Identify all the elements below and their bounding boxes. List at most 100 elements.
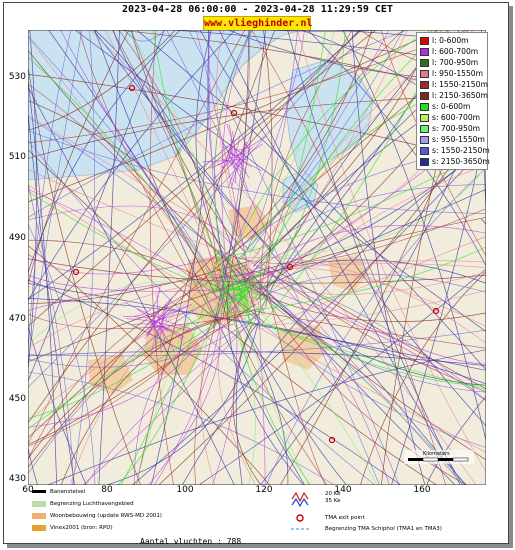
flight-track bbox=[272, 290, 486, 326]
flight-track bbox=[481, 218, 486, 225]
legend-item: l: 0-600m bbox=[420, 36, 469, 45]
bottom-legend-item: Banenstelsel bbox=[50, 489, 86, 495]
flight-track bbox=[236, 277, 244, 314]
flight-track bbox=[230, 30, 335, 292]
flight-track bbox=[28, 446, 38, 485]
flight-track bbox=[155, 316, 167, 353]
flight-track bbox=[214, 295, 248, 302]
bottom-legend-item: Begrenzing TMA Schiphol (TMA1 en TMA3) bbox=[325, 526, 442, 532]
y-tick-label: 530 bbox=[8, 72, 26, 82]
flight-track bbox=[254, 310, 486, 349]
flight-track bbox=[28, 223, 96, 485]
legend-item: s: 600-700m bbox=[420, 113, 480, 122]
flight-track bbox=[258, 30, 404, 298]
flight-track bbox=[28, 56, 231, 311]
flight-track bbox=[210, 284, 270, 299]
flight-track bbox=[252, 165, 486, 308]
flight-track-map[interactable]: Kilometers bbox=[28, 30, 486, 485]
legend-item: s: 2150-3650m bbox=[420, 157, 490, 166]
scale-bar: Kilometers bbox=[404, 450, 474, 464]
flight-track bbox=[28, 292, 236, 423]
y-tick-label: 450 bbox=[8, 394, 26, 404]
flight-track bbox=[28, 30, 83, 365]
flight-track bbox=[28, 184, 486, 453]
bottom-legend-item: 35 Ke bbox=[325, 498, 341, 504]
flight-track bbox=[226, 124, 248, 174]
flight-track bbox=[28, 30, 440, 203]
flight-track bbox=[233, 275, 310, 485]
legend-item: l: 700-950m bbox=[420, 58, 478, 67]
flight-track bbox=[214, 30, 305, 293]
flight-track bbox=[148, 312, 221, 485]
flight-track bbox=[240, 270, 262, 307]
flight-track bbox=[360, 271, 486, 485]
flight-track bbox=[230, 279, 255, 319]
flight-track bbox=[266, 269, 486, 393]
flight-track bbox=[258, 302, 266, 485]
flight-track bbox=[241, 256, 486, 365]
flight-track bbox=[28, 30, 130, 287]
flight-track bbox=[225, 257, 246, 314]
flight-track bbox=[221, 264, 390, 485]
flight-track bbox=[230, 130, 236, 166]
flight-track bbox=[28, 130, 486, 214]
tma-exit-point bbox=[432, 307, 440, 315]
flight-track bbox=[254, 165, 486, 258]
legend-swatch bbox=[420, 147, 429, 155]
legend-item: s: 700-950m bbox=[420, 124, 480, 133]
flight-track bbox=[149, 309, 195, 323]
flight-track bbox=[134, 306, 161, 318]
legend-item: s: 950-1550m bbox=[420, 135, 485, 144]
flight-track bbox=[28, 371, 335, 485]
y-tick-label: 470 bbox=[8, 314, 26, 324]
altitude-legend: l: 0-600m l: 600-700m l: 700-950m l: 950-15… bbox=[416, 32, 490, 170]
flight-track bbox=[28, 277, 262, 447]
flight-track bbox=[149, 30, 174, 485]
legend-item: l: 2150-3650m bbox=[420, 91, 488, 100]
flight-track bbox=[98, 30, 120, 485]
flight-track bbox=[28, 149, 438, 485]
vinex-swatch bbox=[32, 525, 46, 531]
legend-item: s: 0-600m bbox=[420, 102, 470, 111]
flight-track bbox=[268, 30, 326, 259]
flight-track bbox=[28, 86, 235, 485]
legend-swatch bbox=[420, 103, 429, 111]
x-tick-label: 120 bbox=[255, 485, 273, 495]
flight-track bbox=[89, 30, 477, 485]
flight-track bbox=[152, 30, 254, 326]
flight-track bbox=[229, 260, 486, 271]
airport-boundary-swatch bbox=[32, 501, 46, 507]
x-tick-label: 60 bbox=[22, 485, 34, 495]
flight-track bbox=[220, 263, 486, 281]
legend-label: l: 600-700m bbox=[432, 47, 479, 56]
legend-item: s: 1550-2150m bbox=[420, 146, 490, 155]
flight-track bbox=[213, 124, 232, 179]
flight-track bbox=[28, 30, 377, 327]
tma-exit-point bbox=[328, 436, 336, 444]
flight-track bbox=[233, 307, 328, 485]
flight-track bbox=[287, 30, 461, 485]
flight-track bbox=[28, 30, 408, 218]
flight-track bbox=[231, 225, 486, 289]
legend-swatch bbox=[420, 136, 429, 144]
flight-track bbox=[224, 208, 486, 264]
flight-track bbox=[126, 30, 227, 253]
flight-track bbox=[198, 268, 486, 485]
flight-track bbox=[259, 30, 353, 309]
legend-label: s: 700-950m bbox=[432, 124, 481, 133]
flight-track bbox=[28, 329, 486, 357]
flight-track bbox=[28, 281, 216, 345]
flight-track bbox=[195, 30, 257, 320]
legend-swatch bbox=[420, 125, 429, 133]
flight-track bbox=[28, 30, 246, 445]
flight-track bbox=[296, 30, 486, 473]
tma-exit-point bbox=[72, 268, 80, 276]
flight-track bbox=[150, 304, 192, 324]
flight-track bbox=[262, 30, 273, 308]
flight-track bbox=[250, 30, 409, 305]
flight-track bbox=[28, 30, 176, 131]
flight-track bbox=[220, 158, 237, 184]
legend-label: l: 950-1550m bbox=[432, 69, 484, 78]
flight-track bbox=[28, 297, 241, 430]
flight-track bbox=[236, 315, 289, 485]
